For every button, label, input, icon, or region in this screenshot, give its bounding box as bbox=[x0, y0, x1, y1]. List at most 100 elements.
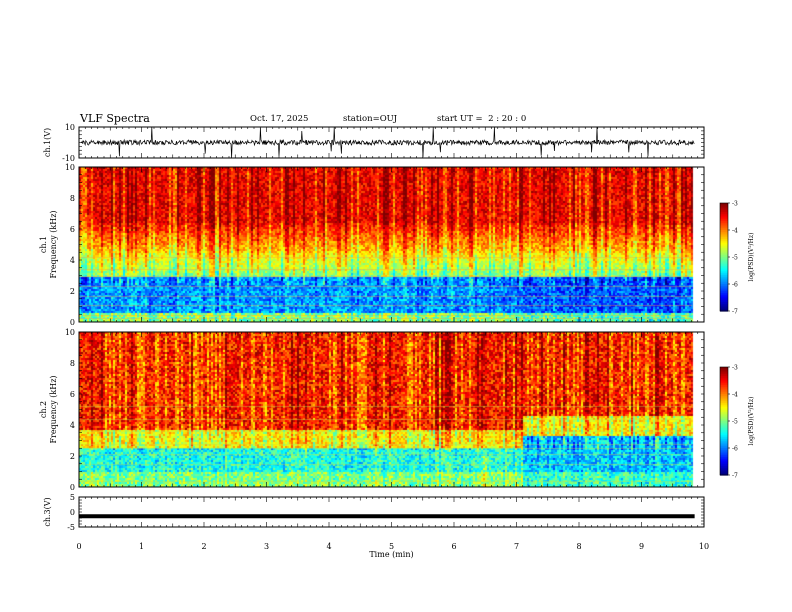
ytick-label-p3: 10 bbox=[65, 328, 75, 337]
colorbar-swatch bbox=[720, 394, 728, 397]
colorbar-swatch bbox=[720, 258, 728, 262]
colorbar-swatch bbox=[720, 430, 728, 433]
ch1-voltage-ylabel: ch.1(V) bbox=[43, 128, 52, 157]
ytick-label-p3: 0 bbox=[70, 483, 75, 492]
header-date: Oct. 17, 2025 bbox=[250, 114, 309, 124]
colorbar-swatch bbox=[720, 291, 728, 294]
colorbar-swatch bbox=[720, 255, 728, 258]
colorbar-swatch bbox=[720, 374, 728, 377]
ytick-label-p4: -5 bbox=[67, 523, 75, 532]
ytick-label-p2: 2 bbox=[70, 287, 75, 296]
xtick-label: 3 bbox=[264, 542, 269, 551]
colorbar-swatch bbox=[720, 458, 728, 462]
colorbar-label-1: log(PSD)(V²/Hz) bbox=[748, 233, 755, 282]
colorbar-swatch bbox=[720, 215, 728, 218]
colorbar-swatch bbox=[720, 428, 728, 431]
colorbar-swatch bbox=[720, 381, 728, 384]
ytick-label-p1: 10 bbox=[65, 123, 75, 132]
colorbar-swatch bbox=[720, 240, 728, 244]
colorbar-swatch bbox=[720, 271, 728, 274]
colorbar-swatch bbox=[720, 226, 728, 229]
colorbar-swatch bbox=[720, 392, 728, 395]
ch1-voltage-trace bbox=[80, 126, 695, 159]
ytick-label-p1: -10 bbox=[62, 154, 75, 163]
colorbar-swatch bbox=[720, 386, 728, 390]
colorbar-swatch bbox=[720, 390, 728, 393]
colorbar-swatch bbox=[720, 289, 728, 292]
colorbar-swatch bbox=[720, 233, 728, 236]
colorbar-swatch bbox=[720, 372, 728, 375]
ch3-voltage-ylabel: ch.3(V) bbox=[43, 497, 52, 526]
spectrogram-ch2-image bbox=[79, 332, 704, 487]
colorbar-swatch bbox=[720, 239, 728, 242]
colorbar-swatch bbox=[720, 208, 728, 211]
colorbar-label-2: log(PSD)(V²/Hz) bbox=[748, 397, 755, 446]
colorbar-swatch bbox=[720, 246, 728, 249]
colorbar-swatch bbox=[720, 437, 728, 440]
colorbar-swatch bbox=[720, 440, 728, 444]
colorbar-tick-label: -3 bbox=[732, 365, 738, 372]
colorbar-swatch bbox=[720, 307, 728, 310]
colorbar-swatch bbox=[720, 262, 728, 265]
colorbar-swatch bbox=[720, 302, 728, 305]
header-station: station=OUJ bbox=[343, 114, 398, 124]
colorbar-swatch bbox=[720, 260, 728, 263]
xtick-label: 10 bbox=[699, 542, 709, 551]
colorbar-swatch bbox=[720, 421, 728, 424]
colorbar-swatch bbox=[720, 298, 728, 301]
colorbar-swatch bbox=[720, 412, 728, 415]
colorbar-swatch bbox=[720, 444, 728, 447]
colorbar-tick-label: -6 bbox=[732, 446, 738, 453]
ytick-label-p3: 2 bbox=[70, 452, 75, 461]
ytick-label-p4: 5 bbox=[70, 493, 75, 502]
colorbar-swatch bbox=[720, 404, 728, 408]
colorbar-swatch bbox=[720, 431, 728, 435]
colorbar-swatch bbox=[720, 222, 728, 226]
colorbar-swatch bbox=[720, 212, 728, 215]
colorbar-swatch bbox=[720, 399, 728, 402]
colorbar-swatch bbox=[720, 253, 728, 256]
ytick-label-p2: 6 bbox=[70, 225, 75, 234]
colorbar-swatch bbox=[720, 230, 728, 233]
figure-header: VLF Spectra Oct. 17, 2025 station=OUJ st… bbox=[0, 112, 792, 128]
colorbar-swatch bbox=[720, 305, 728, 308]
colorbar-swatch bbox=[720, 248, 728, 251]
colorbar-swatch bbox=[720, 424, 728, 427]
colorbar-swatch bbox=[720, 401, 728, 404]
header-start-time: start UT = 2 : 20 : 0 bbox=[437, 114, 527, 124]
colorbar-swatch bbox=[720, 473, 728, 476]
colorbar-swatch bbox=[720, 439, 728, 442]
colorbar-tick-label: -4 bbox=[732, 228, 738, 235]
colorbar-swatch bbox=[720, 203, 728, 206]
colorbar-swatch bbox=[720, 442, 728, 445]
colorbar-swatch bbox=[720, 377, 728, 381]
colorbar-swatch bbox=[720, 264, 728, 267]
xtick-label: 0 bbox=[76, 542, 81, 551]
colorbar-swatch bbox=[720, 251, 728, 254]
colorbar-swatch bbox=[720, 385, 728, 388]
colorbar-swatch bbox=[720, 282, 728, 285]
ytick-label-p2: 4 bbox=[70, 256, 75, 265]
colorbar-swatch bbox=[720, 462, 728, 465]
colorbar-swatch bbox=[720, 224, 728, 227]
colorbar-swatch bbox=[720, 287, 728, 290]
colorbar-swatch bbox=[720, 204, 728, 208]
colorbar-tick-label: -7 bbox=[732, 309, 738, 316]
colorbar-tick-label: -4 bbox=[732, 392, 738, 399]
colorbar-swatch bbox=[720, 231, 728, 235]
colorbar-swatch bbox=[720, 367, 728, 370]
colorbar-swatch bbox=[720, 395, 728, 399]
colorbar-swatch bbox=[720, 303, 728, 307]
colorbar-swatch bbox=[720, 448, 728, 451]
figure-title: VLF Spectra bbox=[80, 112, 150, 125]
colorbar-swatch bbox=[720, 284, 728, 287]
colorbar-swatch bbox=[720, 417, 728, 420]
colorbar-swatch bbox=[720, 388, 728, 391]
colorbar-swatch bbox=[720, 257, 728, 260]
colorbar-swatch bbox=[720, 370, 728, 373]
colorbar-swatch bbox=[720, 269, 728, 272]
colorbar-swatch bbox=[720, 406, 728, 409]
xtick-label: 5 bbox=[389, 542, 394, 551]
spectrogram-ch1-image bbox=[79, 167, 704, 322]
